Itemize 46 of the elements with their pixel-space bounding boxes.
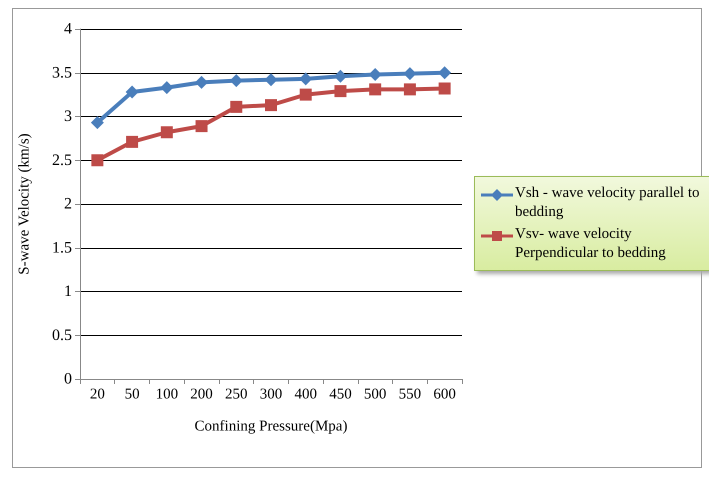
x-tick-label: 300 xyxy=(260,386,282,402)
x-tick-label: 500 xyxy=(364,386,386,402)
y-tick-label: 1.5 xyxy=(52,239,72,256)
point xyxy=(438,66,452,80)
legend-label: Vsh - wave velocity parallel to bedding xyxy=(515,184,701,222)
point xyxy=(160,126,173,138)
point xyxy=(196,120,208,132)
legend-label: Vsv- wave velocity Perpendicular to bedding xyxy=(515,225,667,263)
y-tick-label: 3.5 xyxy=(52,64,72,82)
point xyxy=(230,74,243,88)
y-tick-label: 2 xyxy=(64,196,72,212)
y-tick-label: 4 xyxy=(64,20,72,38)
point xyxy=(404,83,416,96)
point xyxy=(334,70,347,83)
x-tick-label: 20 xyxy=(90,386,105,402)
x-tick-label: 100 xyxy=(156,386,178,402)
x-tick-label: 200 xyxy=(190,386,213,402)
point xyxy=(195,76,208,89)
y-tick-label: 0.5 xyxy=(52,326,72,344)
point xyxy=(299,72,312,86)
x-tick-label: 400 xyxy=(294,386,317,402)
x-tick-label: 450 xyxy=(329,386,352,402)
point xyxy=(91,154,104,166)
point xyxy=(438,82,451,94)
point xyxy=(264,73,278,86)
y-tick-label: 2.5 xyxy=(52,152,72,169)
x-tick-label: 250 xyxy=(225,386,248,402)
point xyxy=(126,136,138,148)
x-tick-label: 550 xyxy=(398,386,422,402)
x-axis-title: Confining Pressure(Mpa) xyxy=(194,418,348,434)
point xyxy=(300,88,312,101)
x-tick-label: 600 xyxy=(433,386,456,402)
y-tick-label: 3 xyxy=(64,108,72,125)
point xyxy=(230,100,242,113)
point xyxy=(126,86,139,98)
point xyxy=(368,68,382,81)
y-tick-label: 1 xyxy=(64,283,72,300)
point xyxy=(265,99,277,112)
y-tick-label: 0 xyxy=(64,370,72,388)
point xyxy=(160,81,174,94)
point xyxy=(90,116,104,130)
point xyxy=(369,83,382,96)
y-axis-title: S-wave Velocity (km/s) xyxy=(16,133,32,275)
x-tick-label: 50 xyxy=(124,386,140,402)
point xyxy=(334,85,346,98)
point xyxy=(403,67,416,80)
